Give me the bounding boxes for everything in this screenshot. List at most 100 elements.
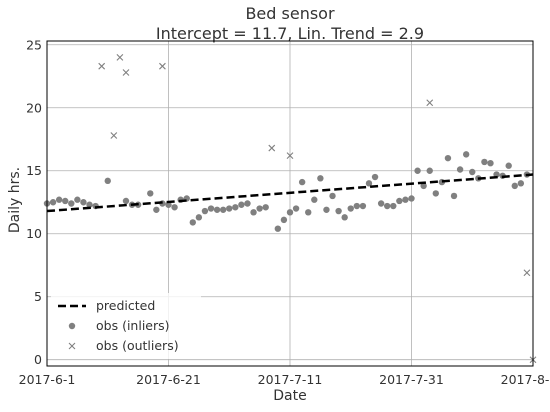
y-axis-label: Daily hrs. [7,167,23,233]
inlier-point [292,205,300,212]
inlier-point [171,204,178,211]
inlier-point [353,202,361,210]
y-tick-label: 10 [26,226,42,241]
x-tick-label: 2017-7-11 [258,372,323,387]
inlier-point [250,209,257,216]
inlier-point [104,177,111,185]
plot-frame [46,40,534,367]
y-tick-label: 0 [34,352,42,367]
x-axis-label: Date [273,388,306,404]
outlier-point [523,269,531,277]
inlier-point [201,207,209,215]
y-tick-label: 25 [26,37,42,52]
inlier-point [195,214,203,221]
outlier-point [98,62,106,70]
y-tick-label: 5 [34,289,42,304]
y-tick-label: 15 [26,163,42,178]
inlier-point [377,200,385,207]
predicted-line [46,173,534,213]
inlier-point [62,197,69,205]
inlier-point [341,214,348,221]
outlier-point [426,99,434,107]
y-tick-label: 20 [26,100,42,115]
inlier-point [414,167,421,174]
inlier-point [244,200,251,207]
inlier-point [317,175,324,182]
inlier-point [49,199,57,206]
inlier-point [408,195,415,202]
inlier-point [432,190,439,197]
inlier-point [371,173,379,181]
inlier-point [213,206,221,213]
inlier-point [323,206,330,213]
outlier-point [116,53,124,61]
inlier-point [487,159,494,167]
inlier-point [207,205,215,212]
inlier-point [262,204,269,211]
x-tick-label: 2017-6-21 [136,372,201,387]
y-tick-labels: 0 5 10 15 20 25 [26,37,42,367]
inlier-point [505,162,512,169]
inlier-point [390,202,397,210]
x-tick-label: 2017-6-1 [19,372,76,387]
inlier-point [256,205,263,212]
inlier-point [469,168,476,176]
legend: predicted obs (inliers) obs (outliers) [51,293,201,359]
x-tick-labels: 2017-6-1 2017-6-21 2017-7-11 2017-7-31 2017-… [19,372,550,387]
inlier-point [329,192,336,200]
inlier-point [365,180,373,187]
chart-subtitle: Intercept = 11.7, Lin. Trend = 2.9 [156,24,424,43]
inlier-point [305,209,312,216]
outlier-point [110,132,118,139]
plot-area [43,53,537,364]
inlier-point [80,199,87,206]
inlier-point [238,201,245,208]
legend-outliers-label: obs (outliers) [96,338,179,353]
inlier-point [456,166,464,173]
inlier-point [232,204,239,211]
inlier-point [420,182,427,190]
inlier-point [147,190,154,197]
inlier-point [450,192,458,200]
inlier-point [226,205,233,212]
inlier-point [359,202,367,210]
inlier-point [219,206,227,213]
legend-predicted-label: predicted [96,298,155,313]
legend-inliers-marker [68,322,76,330]
legend-inliers-label: obs (inliers) [96,318,170,333]
inlier-point [517,180,525,187]
inlier-point [286,209,294,216]
inlier-point [55,196,63,203]
outlier-point [286,152,294,160]
inlier-point [347,205,354,212]
inlier-point [481,158,488,166]
inlier-point [426,167,433,174]
inlier-point [280,216,288,224]
inlier-point [68,200,75,207]
inlier-point [298,178,306,186]
x-tick-label: 2017-7-31 [379,372,444,387]
inlier-point [86,201,93,208]
inlier-point [384,202,391,210]
inlier-point [74,196,81,203]
inlier-point [511,182,518,190]
chart-title: Bed sensor [245,4,335,23]
inlier-point [122,197,130,205]
outlier-point [122,69,130,76]
outlier-point [268,144,276,152]
inlier-point [396,197,403,205]
x-tick-label: 2017-8-20 [501,372,550,387]
inlier-point [402,196,409,203]
inlier-point [153,206,160,213]
inlier-point [311,196,318,203]
legend-outliers-marker [68,342,76,350]
inlier-point [493,171,500,178]
inlier-point [444,154,452,162]
inlier-point [335,207,342,215]
inlier-point [274,225,282,232]
inlier-point [462,151,470,158]
legend-box [51,293,201,359]
inlier-point [189,219,196,226]
outlier-point [159,62,166,70]
